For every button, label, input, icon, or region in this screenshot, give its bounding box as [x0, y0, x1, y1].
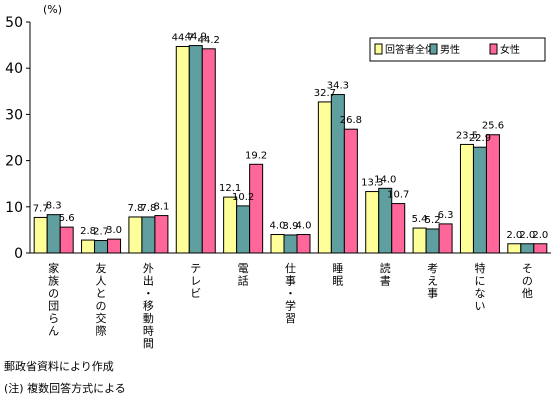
bar-value-label: 2.0 — [506, 230, 522, 241]
y-tick-label: 10 — [5, 200, 23, 216]
bar — [175, 45, 190, 254]
bar-value-label: 5.2 — [425, 215, 441, 226]
bar-value-label: 44.9 — [185, 32, 207, 43]
bar — [412, 227, 427, 254]
bar — [485, 134, 500, 254]
legend-label: 男性 — [440, 43, 460, 56]
bar-value-label: 22.9 — [469, 133, 491, 144]
y-tick-label: 20 — [5, 154, 23, 170]
bar-value-label: 10.7 — [387, 190, 409, 201]
bar — [154, 215, 169, 254]
bar-value-label: 32.7 — [314, 88, 336, 99]
bar-value-label: 2.0 — [532, 230, 548, 241]
x-tick-label: その他 — [522, 262, 533, 300]
y-tick-label: 0 — [14, 246, 23, 262]
bar-value-label: 12.1 — [219, 183, 241, 194]
bar-value-label: 34.3 — [327, 81, 349, 92]
source-note: 郵政省資料により作成 — [4, 360, 114, 373]
bar-value-label: 2.7 — [93, 227, 109, 238]
bar — [459, 143, 474, 254]
bar — [249, 163, 264, 254]
bar — [472, 146, 487, 254]
bar — [201, 48, 216, 254]
bar — [141, 216, 156, 254]
bar — [188, 45, 203, 254]
bar-value-label: 13.3 — [361, 178, 383, 189]
x-tick-label: 家族の団らん — [48, 261, 59, 338]
bar — [438, 223, 453, 254]
bar-value-label: 5.4 — [412, 214, 428, 225]
bar-value-label: 4.0 — [270, 221, 286, 232]
legend-swatch — [374, 43, 383, 55]
x-axis-labels: 家族の団らん 友人との交際 外出・移動時間 テレビ 電話 仕事・学習 睡眠 読書 考え事 特にない… — [48, 261, 533, 350]
y-axis-unit-label: (%) — [43, 3, 62, 16]
legend-swatch — [489, 43, 498, 55]
bar-value-label: 7.7 — [33, 203, 49, 214]
y-tick-label: 40 — [5, 61, 23, 77]
bar-value-label: 8.1 — [153, 202, 169, 213]
bar — [425, 228, 440, 254]
bar — [343, 128, 358, 254]
bar-value-label: 23.5 — [456, 130, 478, 141]
y-tick-label: 30 — [5, 107, 23, 123]
bar — [128, 216, 143, 254]
bar — [283, 234, 298, 254]
x-tick-label: 特にない — [474, 261, 485, 313]
bar — [33, 216, 48, 254]
bar-value-label: 2.8 — [80, 226, 96, 237]
bar — [391, 203, 406, 254]
bar-value-label: 2.0 — [519, 230, 535, 241]
bar — [223, 196, 238, 254]
x-tick-label: 友人との交際 — [96, 261, 107, 338]
bar-value-label: 14.0 — [374, 174, 396, 185]
x-tick-label: テレビ — [190, 262, 201, 300]
x-tick-label: 仕事・学習 — [285, 262, 296, 325]
bar — [270, 234, 285, 254]
value-labels-layer: 7.78.35.62.82.73.07.87.88.144.744.944.21… — [33, 32, 549, 241]
bar-value-label: 7.8 — [140, 203, 156, 214]
bar — [59, 226, 74, 254]
x-tick-label: 睡眠 — [332, 262, 343, 288]
bar-value-label: 19.2 — [245, 150, 267, 161]
bars-layer — [33, 45, 548, 254]
bar-value-label: 44.7 — [172, 32, 194, 43]
bar-value-label: 3.0 — [106, 225, 122, 236]
bar — [296, 234, 311, 254]
bar-value-label: 26.8 — [340, 115, 362, 126]
x-tick-label: 考え事 — [427, 262, 438, 300]
bar — [317, 101, 332, 254]
bar-value-label: 3.9 — [283, 221, 299, 232]
bar-value-label: 5.6 — [59, 213, 75, 224]
x-tick-label: 電話 — [238, 262, 249, 288]
bar-value-label: 8.3 — [46, 201, 62, 212]
bar-value-label: 44.2 — [198, 35, 220, 46]
legend: 回答者全体 男性 女性 — [369, 37, 546, 62]
bar — [533, 243, 548, 254]
bar — [520, 243, 535, 254]
legend-label: 回答者全体 — [385, 43, 435, 56]
bar — [94, 240, 109, 254]
bar — [236, 205, 251, 254]
legend-swatch — [429, 43, 438, 55]
legend-box — [369, 37, 546, 62]
legend-label: 女性 — [500, 43, 520, 56]
bar — [81, 239, 96, 254]
x-tick-label: 読書 — [380, 261, 391, 288]
bar-value-label: 10.2 — [232, 192, 254, 203]
bar — [107, 238, 122, 254]
x-tick-label: 外出・移動時間 — [143, 262, 154, 350]
remark-note: (注) 複数回答方式による — [4, 382, 126, 395]
bar — [507, 243, 522, 254]
bar-value-label: 6.3 — [438, 210, 454, 221]
bar-value-label: 25.6 — [482, 121, 504, 132]
y-axis-ticks: 0 10 20 30 40 50 — [5, 15, 30, 262]
bar-value-label: 7.8 — [127, 203, 143, 214]
y-tick-label: 50 — [5, 15, 23, 31]
bar-value-label: 4.0 — [296, 221, 312, 232]
bar — [365, 191, 380, 254]
